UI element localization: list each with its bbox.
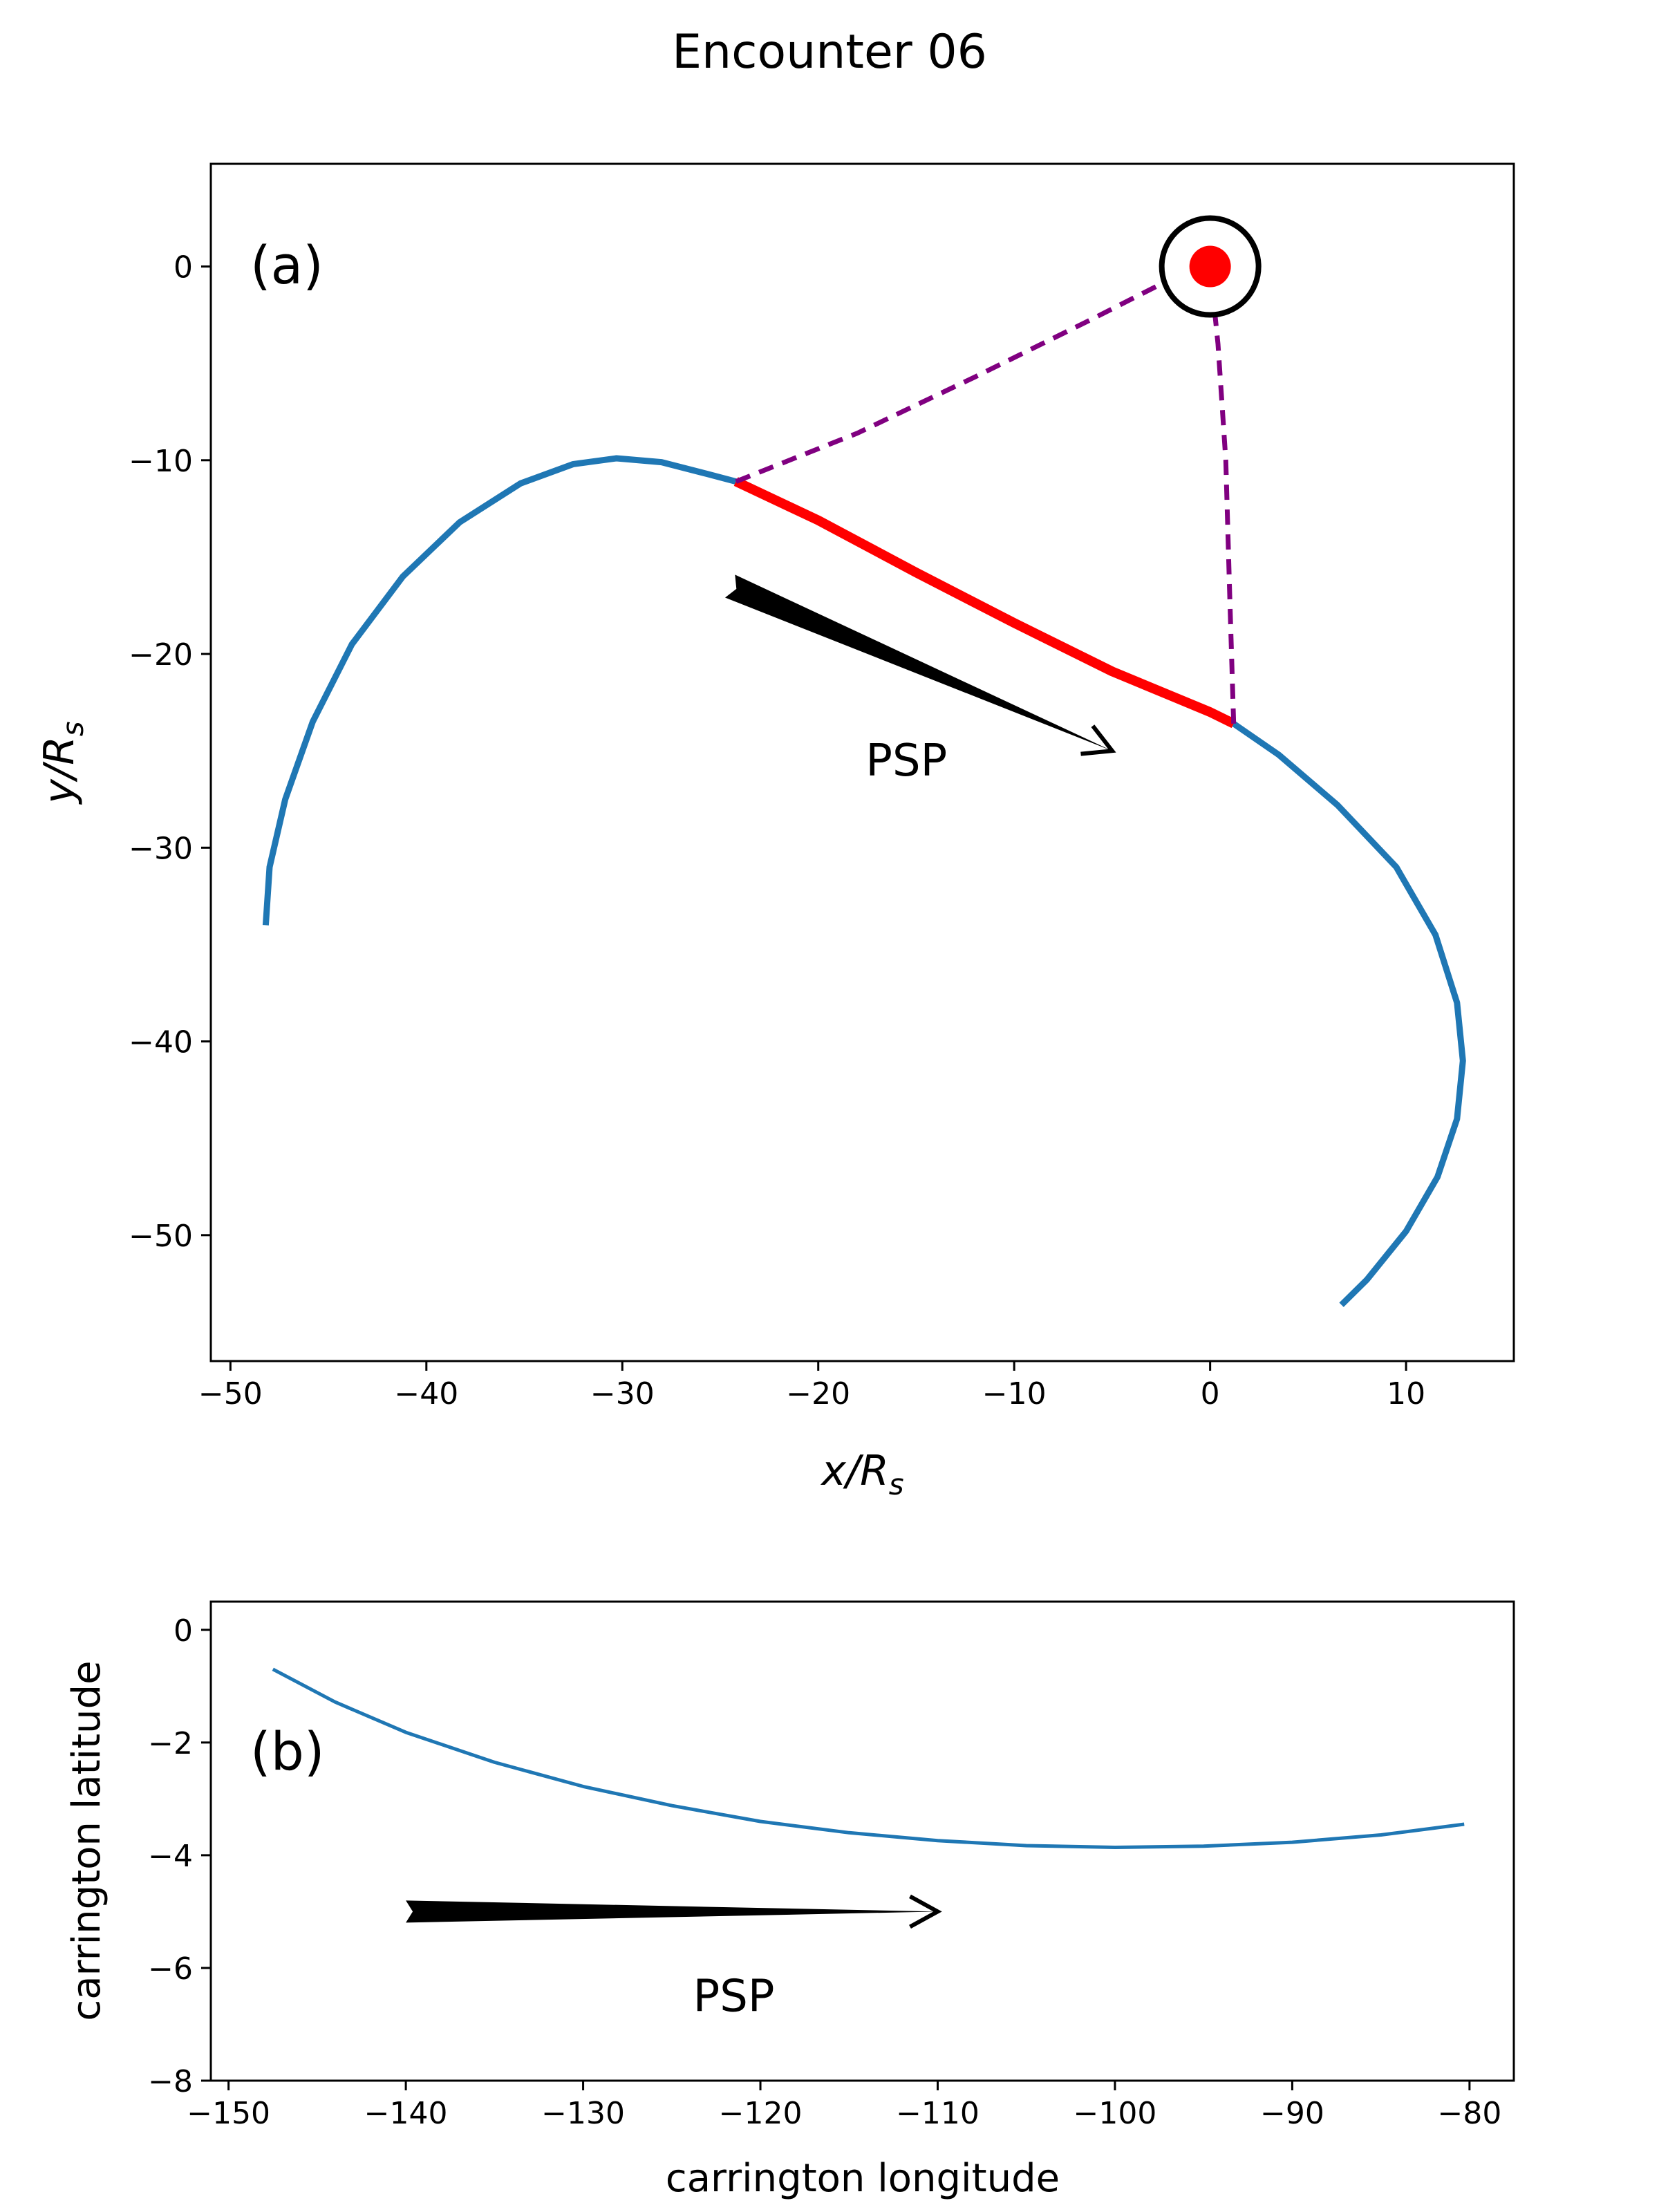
panel-b-psp-arrow-body	[406, 1900, 938, 1923]
panel-b-letter: (b)	[250, 1721, 325, 1782]
panel-b-psp-label: PSP	[693, 1971, 775, 2023]
panel-a-x-axis-label-sub: s	[889, 1468, 904, 1501]
panel-b-x-axis-label: carrington longitude	[666, 2156, 1060, 2201]
panel-b: −150 −140 −130 −120 −110 −100 −90 −80 −8 −6 −4 −2 0 P…	[64, 1600, 1515, 2201]
figure-title: Encounter 06	[672, 25, 987, 79]
panel-a-y-tick-label: −40	[129, 1025, 193, 1060]
panel-a-y-axis-label-sub: s	[56, 721, 90, 736]
panel-a-letter: (a)	[250, 234, 324, 296]
panel-a-y-axis-label-main: y/R	[35, 736, 84, 805]
panel-a-y-tick-label: −50	[129, 1219, 193, 1254]
panel-a-frame	[209, 162, 1515, 1362]
panel-a-psp-arrow-body	[725, 574, 1112, 751]
panel-a-x-axis-label: x/Rs	[820, 1447, 903, 1501]
panel-b-y-axis-label: carrington latitude	[64, 1660, 109, 2021]
panel-b-x-tick-label: −130	[541, 2096, 625, 2131]
panel-b-series-psp-latitude	[272, 1667, 1465, 1849]
panel-b-x-tick-label: −90	[1260, 2096, 1324, 2131]
panel-a-x-tick-label: −50	[198, 1376, 263, 1412]
sun-dot-icon	[1189, 245, 1231, 288]
panel-a-y-tick-label: 0	[174, 250, 193, 285]
panel-b-x-tick-label: −150	[187, 2096, 270, 2131]
panel-a-x-tick-label: −30	[590, 1376, 655, 1412]
panel-a-y-tick-label: −10	[129, 444, 193, 479]
panel-b-y-tick-label: 0	[174, 1613, 193, 1649]
panel-a-x-tick-label: 0	[1201, 1376, 1220, 1412]
panel-b-y-tick-label: −4	[148, 1839, 193, 1874]
panel-a-x-tick-label: 10	[1387, 1376, 1425, 1412]
panel-b-y-tick-label: −8	[148, 2064, 193, 2099]
panel-a-y-tick-label: −20	[129, 637, 193, 673]
panel-a-psp-label: PSP	[865, 735, 947, 787]
panel-b-psp-arrow-head-icon	[909, 1894, 942, 1929]
panel-b-data-layer: −150 −140 −130 −120 −110 −100 −90 −80 −8 −6 −4 −2 0 P…	[148, 1613, 1501, 2131]
panel-b-y-tick-label: −2	[148, 1726, 193, 1761]
panel-a-psp-arrow-head-icon	[1080, 724, 1116, 756]
panel-a: −50 −40 −30 −20 −10 0 10 −50 −40 −30 −20 −10 0 PSP (a…	[35, 162, 1515, 1501]
panel-b-x-tick-label: −110	[896, 2096, 980, 2131]
panel-a-y-tick-label: −30	[129, 831, 193, 866]
panel-b-y-tick-label: −6	[148, 1951, 193, 1987]
panel-a-data-layer: −50 −40 −30 −20 −10 0 10 −50 −40 −30 −20 −10 0 PSP	[129, 215, 1466, 1412]
panel-b-x-tick-label: −140	[364, 2096, 448, 2131]
panel-a-series-highlighted-segment	[733, 477, 1236, 729]
panel-b-x-tick-label: −120	[719, 2096, 803, 2131]
panel-b-x-tick-label: −80	[1437, 2096, 1501, 2131]
panel-a-x-axis-label-main: x/R	[820, 1447, 888, 1495]
panel-a-y-axis-label: y/Rs	[35, 721, 90, 805]
panel-b-frame	[209, 1600, 1515, 2082]
panel-a-x-tick-label: −10	[982, 1376, 1047, 1412]
panel-a-x-tick-label: −40	[394, 1376, 458, 1412]
panel-a-series-field-line-to-end	[1208, 266, 1237, 724]
panel-b-x-tick-label: −100	[1074, 2096, 1157, 2131]
panel-a-x-tick-label: −20	[786, 1376, 850, 1412]
